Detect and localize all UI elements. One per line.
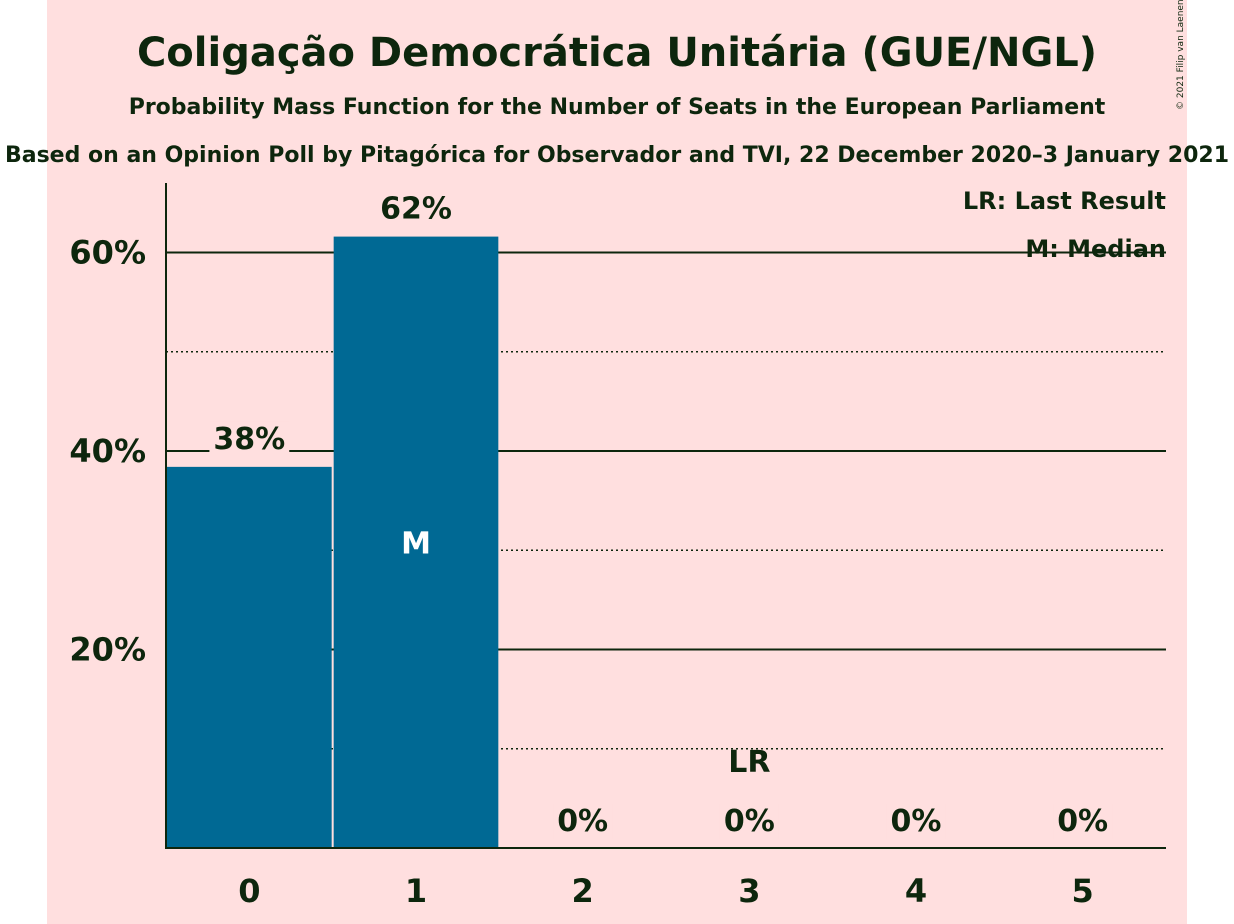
value-label-2: 0%: [557, 804, 608, 839]
chart-title: Coligação Democrática Unitária (GUE/NGL): [137, 30, 1097, 76]
y-tick-label-0: 20%: [69, 630, 146, 668]
median-marker: M: [401, 526, 431, 561]
legend-median: M: Median: [1025, 235, 1166, 263]
bars: [167, 236, 499, 848]
value-label-0: 38%: [213, 422, 285, 457]
y-axis-ticks: 20% 40% 60%: [69, 233, 146, 668]
value-label-1: 62%: [380, 192, 452, 227]
minor-gridlines: [166, 350, 1166, 750]
chart-subtitle: Probability Mass Function for the Number…: [129, 95, 1106, 120]
value-label-backdrop: [886, 804, 946, 839]
x-tick-label-1: 1: [405, 872, 427, 910]
value-label-3: 0%: [724, 804, 775, 839]
value-label-backdrop: [209, 421, 290, 457]
value-label-backdrop: [1053, 804, 1113, 839]
y-tick-label-1: 40%: [69, 432, 146, 470]
value-label-backdrop: [719, 804, 779, 839]
value-label-5: 0%: [1057, 804, 1108, 839]
bar-0: [167, 466, 332, 848]
value-label-backdrop: [376, 191, 456, 227]
x-tick-label-2: 2: [572, 872, 594, 910]
last-result-marker: LR: [728, 745, 770, 780]
markers: M LR: [401, 526, 770, 780]
x-tick-label-0: 0: [238, 872, 260, 910]
copyright-note: © 2021 Filip van Laenen: [1176, 0, 1186, 110]
legend-last-result: LR: Last Result: [963, 187, 1166, 215]
value-label-4: 0%: [891, 804, 942, 839]
x-tick-label-3: 3: [738, 872, 760, 910]
x-axis-ticks: 0 1 2 3 4 5: [238, 872, 1094, 910]
x-tick-label-5: 5: [1072, 872, 1094, 910]
y-tick-label-2: 60%: [69, 233, 146, 271]
major-gridlines: [166, 251, 1166, 651]
x-tick-label-4: 4: [905, 872, 927, 910]
value-labels: 38% 62% 0% 0% 0% 0%: [209, 191, 1113, 839]
chart-source: Based on an Opinion Poll by Pitagórica f…: [5, 143, 1229, 168]
value-label-backdrop: [553, 804, 613, 839]
bar-1: [333, 236, 499, 848]
